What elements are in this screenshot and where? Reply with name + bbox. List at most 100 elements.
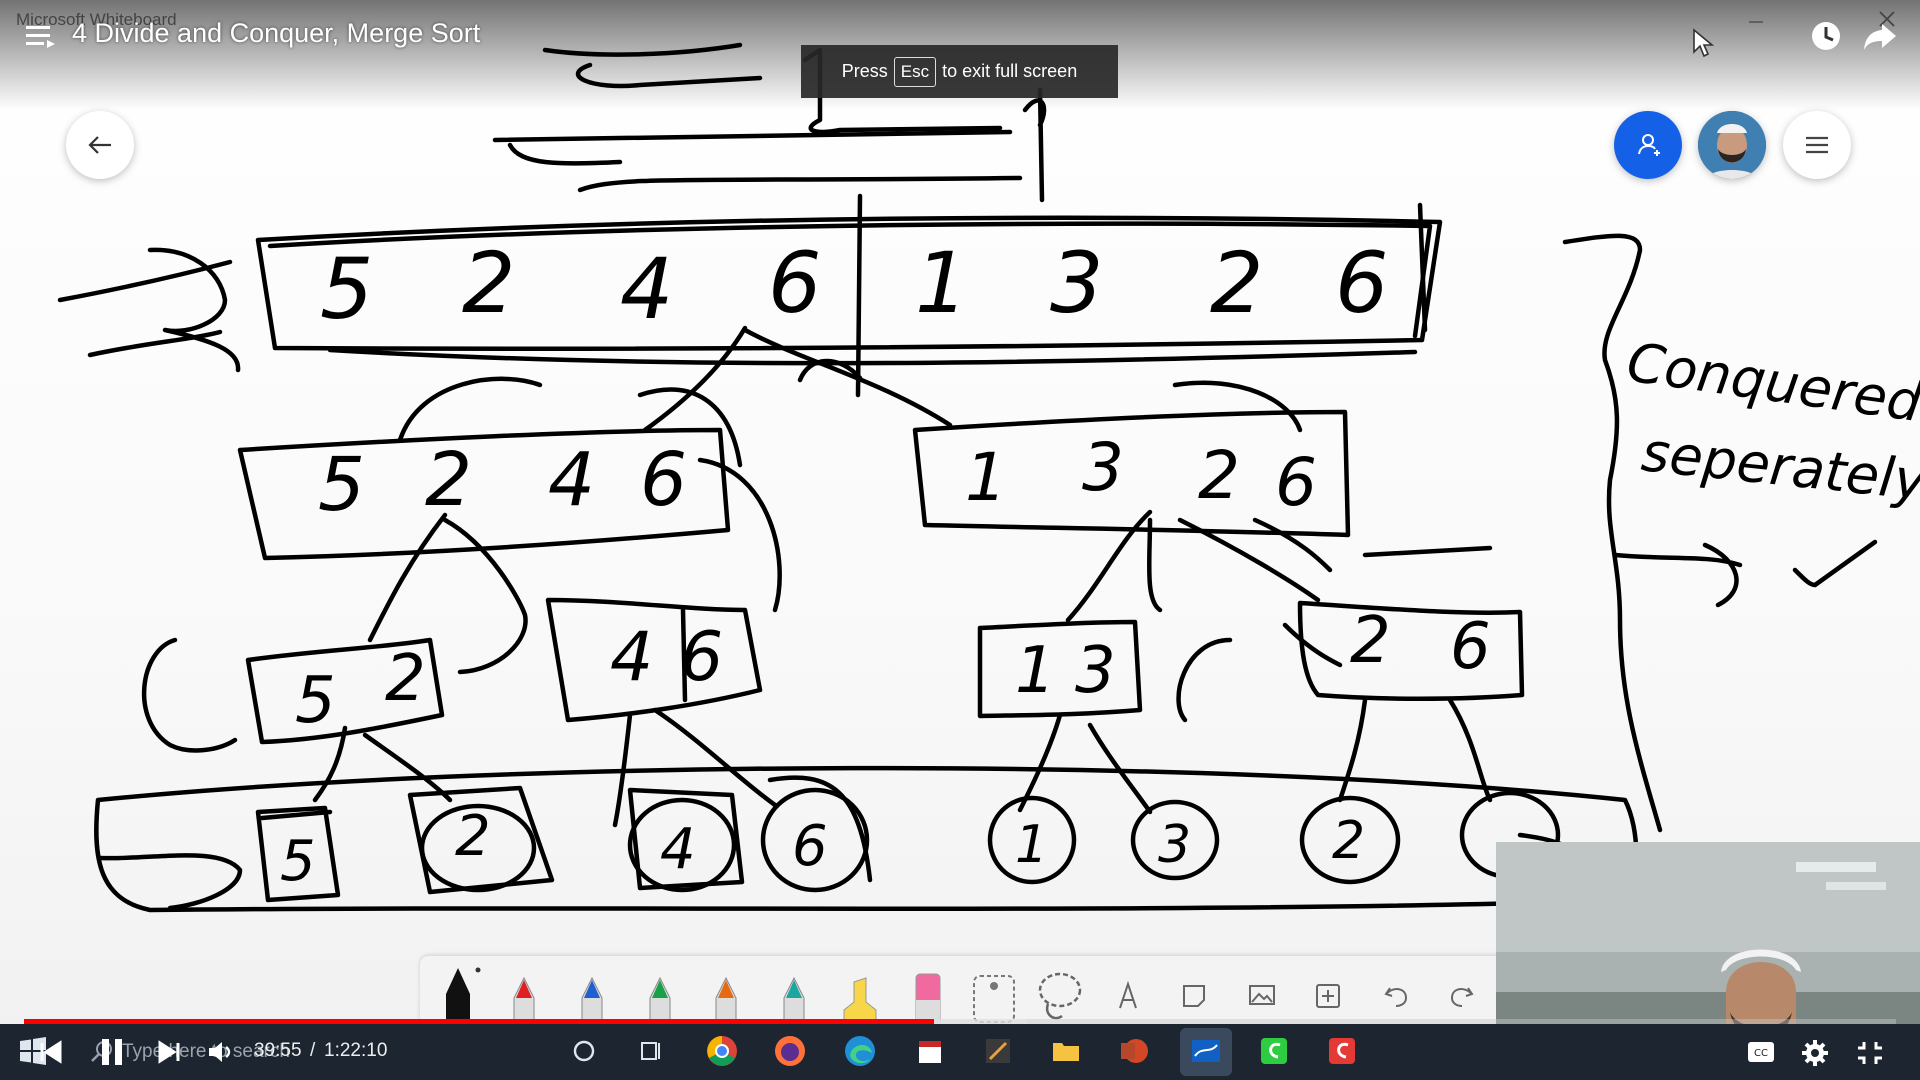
- whiteboard-toolbar: [420, 956, 1500, 1030]
- task-view-icon[interactable]: [633, 1033, 669, 1069]
- annotation-line1: Conquered: [1623, 330, 1920, 434]
- ruler-tool[interactable]: [966, 964, 1022, 1026]
- pen-red-tool[interactable]: [496, 964, 552, 1026]
- pen-teal-tool[interactable]: [766, 964, 822, 1026]
- top-array-6: 2: [1210, 234, 1263, 332]
- level2-0a: 5: [295, 664, 336, 738]
- pause-icon[interactable]: [98, 1036, 126, 1068]
- previous-icon[interactable]: [38, 1040, 64, 1064]
- mouse-cursor-icon: [1693, 28, 1715, 58]
- whiteboard-app-title: Microsoft Whiteboard: [16, 10, 177, 29]
- captions-icon[interactable]: CC: [1746, 1040, 1776, 1064]
- top-array-0: 5: [320, 240, 373, 338]
- pen-orange-tool[interactable]: [698, 964, 754, 1026]
- windows-start-icon[interactable]: [18, 1036, 48, 1066]
- top-array-4: 1: [915, 234, 968, 332]
- taskbar-active-app[interactable]: [1180, 1028, 1232, 1076]
- window-close-icon[interactable]: [1878, 10, 1896, 28]
- next-icon[interactable]: [156, 1040, 182, 1064]
- top-array-1: 2: [462, 234, 515, 332]
- toast-esc-key: Esc: [893, 56, 937, 87]
- eraser-tool[interactable]: [900, 964, 956, 1026]
- level3-5: 3: [1158, 815, 1191, 875]
- divide-lines: [397, 325, 1303, 468]
- invite-button[interactable]: [1614, 111, 1682, 179]
- back-button[interactable]: [66, 111, 134, 179]
- undo-icon[interactable]: [1368, 964, 1424, 1026]
- avatar-image: [1698, 111, 1766, 179]
- powerpoint-icon[interactable]: [1116, 1033, 1152, 1069]
- insert-icon[interactable]: [1300, 964, 1356, 1026]
- image-icon[interactable]: [1234, 964, 1290, 1026]
- level2-1b: 6: [680, 618, 723, 697]
- progress-played: [24, 1019, 934, 1024]
- level3-1: 2: [455, 804, 491, 869]
- note-icon[interactable]: [1166, 964, 1222, 1026]
- level1-right-3: 6: [1275, 444, 1317, 521]
- add-person-icon: [1638, 134, 1660, 156]
- level1-left-1: 2: [425, 437, 472, 523]
- cortana-icon[interactable]: [566, 1033, 602, 1069]
- level2-0b: 2: [385, 642, 426, 716]
- highlighter-yellow-tool[interactable]: [832, 964, 888, 1026]
- progress-bar[interactable]: [24, 1019, 1896, 1024]
- level3-4: 1: [1015, 815, 1048, 875]
- paint-app-icon[interactable]: [980, 1033, 1016, 1069]
- hamburger-icon: [1806, 136, 1828, 154]
- level2-1a: 4: [610, 618, 653, 697]
- playlist-menu-icon[interactable]: [26, 24, 56, 48]
- level1-left-2: 4: [548, 437, 595, 523]
- level3-3: 6: [792, 814, 828, 879]
- level1-boxes: [237, 409, 1493, 613]
- arrow-left-icon: [88, 136, 111, 154]
- level2-2a: 1: [1015, 634, 1056, 708]
- pen-blue-tool[interactable]: [564, 964, 620, 1026]
- level2-3b: 6: [1450, 610, 1491, 684]
- fullscreen-toast: Press Esc to exit full screen: [801, 45, 1118, 98]
- svg-text:CC: CC: [1754, 1048, 1768, 1059]
- level1-left-0: 5: [318, 442, 365, 528]
- settings-gear-icon[interactable]: [1800, 1038, 1830, 1068]
- top-array-box: [57, 193, 1443, 398]
- window-minimize-icon[interactable]: [1748, 12, 1764, 28]
- level1-right-0: 1: [965, 439, 1007, 516]
- chrome-icon[interactable]: [704, 1033, 740, 1069]
- whiteboard-app-icon: [1192, 1040, 1220, 1062]
- file-explorer-icon[interactable]: [1048, 1033, 1084, 1069]
- edge-icon[interactable]: [842, 1033, 878, 1069]
- toast-press: Press: [841, 61, 888, 81]
- toast-message: to exit full screen: [942, 61, 1078, 81]
- progress-loaded: [933, 1019, 1028, 1024]
- ink-numbers: 5 2 4 6 1 3 2 6 5 2 4 6 1 3 2 6 5 2 4 6 …: [280, 234, 1920, 894]
- level3-circles: [255, 775, 1561, 903]
- red-app-icon[interactable]: [1324, 1033, 1360, 1069]
- board-menu-button[interactable]: [1783, 111, 1851, 179]
- lasso-icon[interactable]: [1032, 964, 1088, 1026]
- level2-3a: 2: [1350, 604, 1391, 678]
- level1-to-level2-lines: [367, 509, 1333, 675]
- conquered-bracket: [1562, 233, 1878, 833]
- green-app-icon[interactable]: [1256, 1033, 1292, 1069]
- firefox-icon[interactable]: [772, 1033, 808, 1069]
- pen-green-tool[interactable]: [632, 964, 688, 1026]
- pen-black-tool[interactable]: [430, 964, 486, 1026]
- calendar-app-icon[interactable]: [912, 1033, 948, 1069]
- share-icon[interactable]: [1862, 18, 1898, 54]
- exit-fullscreen-icon[interactable]: [1856, 1040, 1884, 1066]
- watch-later-icon[interactable]: [1808, 18, 1844, 54]
- level1-left-3: 6: [640, 437, 687, 523]
- volume-icon[interactable]: [206, 1038, 236, 1066]
- level3-2: 4: [660, 817, 696, 882]
- top-array-7: 6: [1335, 234, 1388, 332]
- level2-2b: 3: [1075, 634, 1116, 708]
- user-avatar[interactable]: [1698, 111, 1766, 179]
- windows-taskbar: [0, 1024, 1920, 1080]
- text-tool-icon[interactable]: [1100, 964, 1156, 1026]
- redo-icon[interactable]: [1434, 964, 1490, 1026]
- time-total: 1:22:10: [324, 1040, 388, 1061]
- video-title[interactable]: 4 Divide and Conquer, Merge Sort: [72, 18, 481, 48]
- level2-boxes: [141, 597, 1525, 753]
- time-separator: /: [310, 1040, 316, 1061]
- level1-right-1: 3: [1082, 429, 1124, 506]
